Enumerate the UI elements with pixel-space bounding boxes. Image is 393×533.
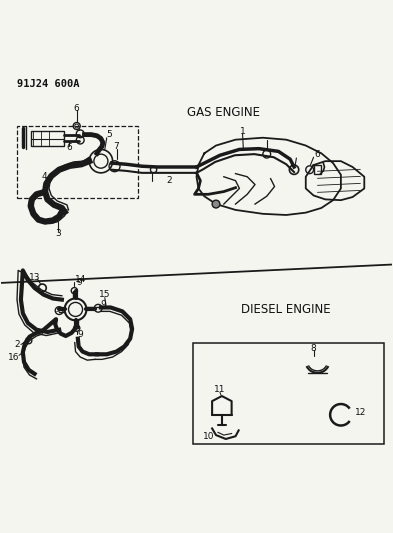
Bar (193, 343, 384, 444)
Text: 10: 10 (202, 432, 214, 441)
Bar (31, 131, 64, 147)
Text: GAS ENGINE: GAS ENGINE (187, 106, 260, 119)
Text: 6: 6 (66, 143, 72, 151)
Text: 2: 2 (14, 340, 20, 349)
Text: 13: 13 (29, 273, 40, 282)
Text: 15: 15 (99, 290, 110, 299)
Text: 2: 2 (166, 176, 172, 185)
Bar (314, 165, 321, 174)
Bar (17, 126, 138, 198)
Text: DIESEL ENGINE: DIESEL ENGINE (241, 303, 331, 316)
Text: 5: 5 (106, 130, 112, 139)
Text: 16: 16 (8, 352, 20, 361)
Text: 3: 3 (55, 229, 61, 238)
Text: 11: 11 (214, 385, 226, 394)
Text: 8: 8 (311, 344, 316, 353)
Text: 9: 9 (100, 300, 106, 309)
Text: 4: 4 (42, 172, 47, 181)
Circle shape (212, 200, 220, 208)
Text: 6: 6 (314, 150, 320, 159)
Text: 14: 14 (75, 275, 86, 284)
Text: 9: 9 (77, 278, 82, 287)
Text: 6: 6 (74, 104, 79, 113)
Text: 1: 1 (240, 127, 245, 136)
Text: 9: 9 (77, 330, 83, 340)
Text: 7: 7 (114, 142, 119, 151)
Text: 12: 12 (355, 408, 366, 417)
Text: 91J24 600A: 91J24 600A (17, 79, 79, 89)
